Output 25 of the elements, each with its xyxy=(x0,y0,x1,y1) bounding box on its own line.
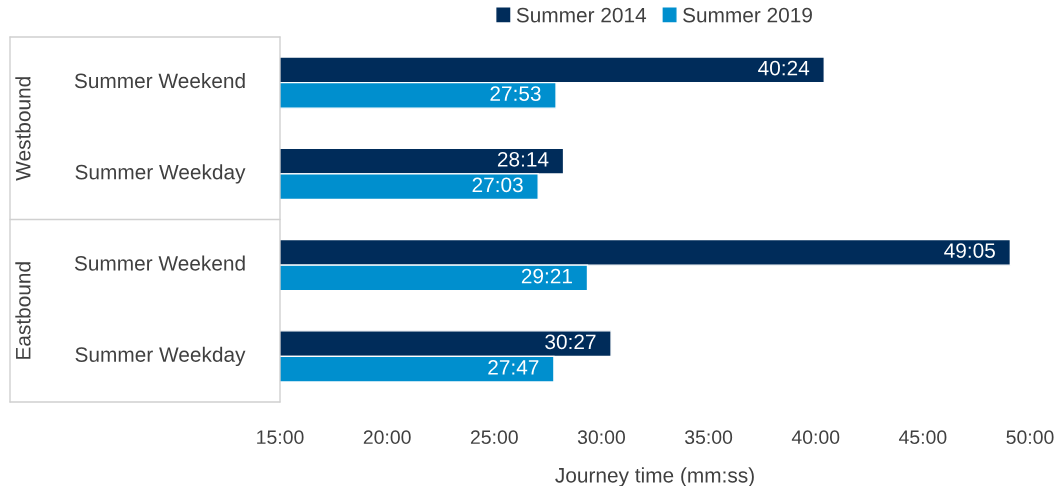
text: Eastbound xyxy=(15,262,31,359)
x-tick-label: 40:00 xyxy=(791,430,840,445)
x-tick-label: 15:00 xyxy=(257,430,304,445)
y-tick-label: Summer Weekend xyxy=(74,72,245,89)
x-tick-label: 35:00 xyxy=(684,430,733,445)
data-label: 27:03 xyxy=(472,177,523,193)
data-label: 30:27 xyxy=(545,334,596,350)
y-tick-label: Summer Weekend xyxy=(74,255,245,271)
x-tick-label: 30:00 xyxy=(577,430,625,445)
x-tick-label: 25:00 xyxy=(470,430,518,445)
legend-label: Summer 2014 xyxy=(516,7,647,23)
text: Westbound xyxy=(15,77,31,181)
x-axis-title: Journey time (mm:ss) xyxy=(555,467,754,486)
x-tick-label: 50:00 xyxy=(1006,430,1054,445)
legend-label: Summer 2019 xyxy=(683,7,812,23)
data-label: 49:05 xyxy=(944,243,995,258)
x-tick-label: 45:00 xyxy=(898,430,947,445)
data-label: 27:47 xyxy=(488,359,539,375)
data-label: 29:21 xyxy=(521,268,572,284)
x-tick-label: 20:00 xyxy=(363,430,411,445)
data-label: 40:24 xyxy=(758,60,810,76)
data-label: 28:14 xyxy=(497,151,549,167)
y-tick-label: Summer Weekday xyxy=(75,164,246,184)
data-label: 27:53 xyxy=(490,86,541,101)
y-tick-label: Summer Weekday xyxy=(75,346,246,367)
